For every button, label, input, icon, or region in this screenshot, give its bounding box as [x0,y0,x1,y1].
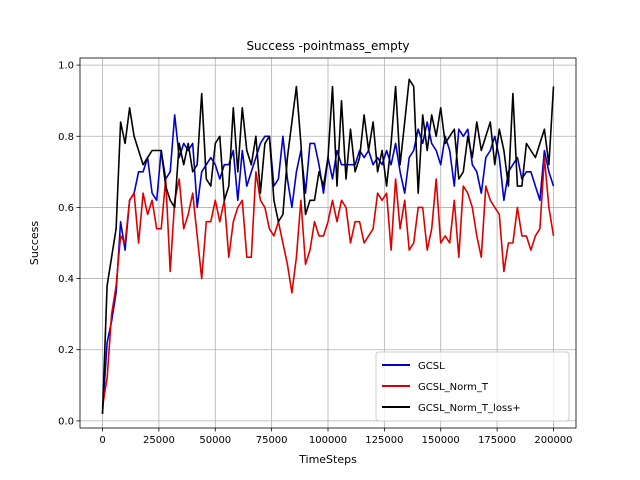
series-lines [101,78,555,414]
legend: GCSL GCSL_Norm_T GCSL_Norm_T_loss+ [375,351,570,422]
grid-lines [80,58,576,428]
y-axis-title: Success [28,221,41,266]
x-tick-label: 125000 [365,435,403,446]
legend-label-gcsl: GCSL [418,361,445,372]
y-tick-label: 0.0 [58,416,74,427]
y-tick-label: 0.2 [58,345,74,356]
x-axis-ticks: 0 25000 50000 75000 100000 125000 150000 175000… [99,428,573,446]
x-tick-label: 150000 [422,435,460,446]
legend-box [375,351,570,422]
x-tick-label: 175000 [478,435,516,446]
y-tick-label: 1.0 [58,61,74,72]
x-tick-label: 100000 [309,435,347,446]
x-tick-label: 50000 [199,435,231,446]
x-tick-label: 25000 [143,435,175,446]
y-tick-label: 0.4 [58,274,74,285]
y-tick-label: 0.6 [58,203,74,214]
series-line-gcsl-norm-t-loss [101,78,555,414]
x-tick-label: 75000 [256,435,288,446]
legend-label-gcsl-norm-t: GCSL_Norm_T [418,382,489,393]
legend-label-gcsl-norm-t-loss: GCSL_Norm_T_loss+ [418,403,521,414]
y-axis-ticks: 0.0 0.2 0.4 0.6 0.8 1.0 [58,61,80,427]
y-tick-label: 0.8 [58,132,74,143]
x-tick-label: 0 [99,435,105,446]
x-axis-title: TimeSteps [298,453,357,466]
x-tick-label: 200000 [534,435,572,446]
chart-title: Success -pointmass_empty [246,39,409,53]
series-line-gcsl-norm-t [101,156,555,407]
